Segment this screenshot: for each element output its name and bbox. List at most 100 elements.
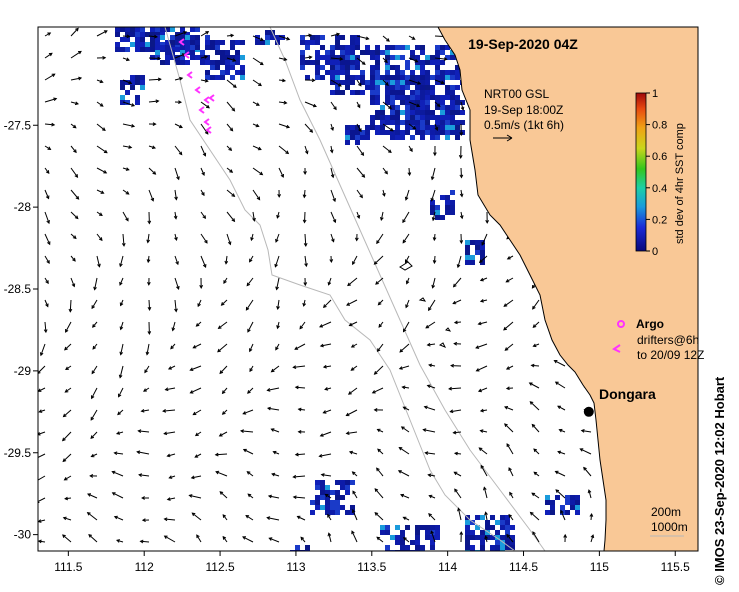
- current-vector-head: [347, 282, 351, 287]
- current-vector-head: [434, 126, 439, 131]
- current-vector-head: [98, 237, 103, 242]
- sst-cell: [440, 75, 445, 80]
- current-vector-head: [125, 191, 130, 195]
- sst-cell: [455, 125, 460, 130]
- sst-cell: [450, 200, 455, 205]
- current-vector-head: [146, 259, 151, 264]
- current-vector-head: [167, 366, 172, 370]
- sst-cell: [465, 250, 470, 255]
- sst-cell: [215, 50, 220, 55]
- current-vector-head: [221, 390, 226, 395]
- current-vector: [293, 365, 306, 368]
- sst-cell: [405, 125, 410, 130]
- current-vector-head: [299, 325, 304, 330]
- current-vector: [112, 492, 124, 499]
- current-vector-head: [168, 475, 173, 479]
- sst-cell: [240, 55, 245, 60]
- current-vector: [226, 57, 236, 62]
- current-vector-head: [479, 429, 484, 433]
- sst-cell: [345, 50, 350, 55]
- current-vector-head: [227, 241, 232, 246]
- current-vector: [378, 299, 384, 306]
- current-vector-head: [376, 240, 380, 245]
- sst-cell: [225, 55, 230, 60]
- sst-cell: [360, 135, 365, 140]
- sst-cell: [465, 530, 470, 535]
- current-vector-head: [322, 304, 327, 309]
- sst-cell: [415, 55, 420, 60]
- current-vector: [533, 448, 540, 455]
- current-vector-head: [222, 535, 227, 540]
- sst-cell: [390, 55, 395, 60]
- sst-cell: [435, 135, 440, 140]
- current-vector-head: [201, 192, 205, 197]
- x-tick-label: 114: [438, 560, 457, 574]
- sst-cell: [400, 130, 405, 135]
- sst-cell: [575, 505, 580, 510]
- sst-cell: [390, 120, 395, 125]
- current-vector-head: [163, 535, 168, 539]
- current-vector-head: [407, 172, 412, 177]
- sst-cell: [340, 50, 345, 55]
- sst-cell: [360, 80, 365, 85]
- sst-cell: [370, 70, 375, 75]
- sst-cell: [405, 100, 410, 105]
- sst-cell: [170, 40, 175, 45]
- current-vector-head: [529, 401, 534, 405]
- current-vector-head: [71, 283, 76, 288]
- current-vector-head: [361, 61, 366, 65]
- current-vector-head: [425, 324, 430, 329]
- current-vector: [374, 512, 384, 521]
- current-vector-head: [74, 101, 80, 106]
- sst-cell: [395, 75, 400, 80]
- sst-cell: [575, 495, 580, 500]
- current-vector-head: [202, 152, 207, 157]
- current-vector-head: [478, 259, 483, 264]
- current-vector: [293, 496, 306, 499]
- current-vector: [189, 494, 202, 499]
- sst-cell: [345, 140, 350, 145]
- sst-cell: [395, 85, 400, 90]
- current-vector-head: [400, 493, 405, 498]
- current-vector: [62, 453, 72, 462]
- sst-cell: [230, 75, 235, 80]
- place-marker[interactable]: [583, 406, 594, 417]
- sst-cell: [420, 125, 425, 130]
- sst-cell: [385, 130, 390, 135]
- current-vector-head: [373, 371, 378, 375]
- current-vector: [453, 431, 462, 434]
- current-vector: [226, 167, 233, 173]
- sst-cell: [470, 260, 475, 265]
- sst-cell: [410, 540, 415, 545]
- sst-cell: [440, 95, 445, 100]
- sst-cell: [420, 545, 425, 550]
- sst-cell: [220, 60, 225, 65]
- sst-cell: [330, 90, 335, 95]
- place-dongara[interactable]: Dongara: [583, 386, 656, 417]
- sst-cell: [135, 80, 140, 85]
- current-vector-head: [103, 30, 108, 34]
- sst-cell: [320, 505, 325, 510]
- sst-cell: [135, 95, 140, 100]
- sst-cell: [345, 135, 350, 140]
- sst-cell: [445, 85, 450, 90]
- sst-cell: [380, 120, 385, 125]
- current-vector: [271, 365, 280, 373]
- sst-cell: [415, 60, 420, 65]
- sst-cell: [350, 40, 355, 45]
- current-vector-head: [179, 76, 184, 81]
- current-vector: [325, 493, 332, 499]
- current-vector-head: [414, 58, 419, 63]
- sst-cell: [350, 60, 355, 65]
- current-vector: [374, 365, 384, 375]
- sst-cell: [460, 100, 465, 105]
- sst-cell: [415, 105, 420, 110]
- current-vector-head: [131, 124, 136, 128]
- current-vector: [424, 406, 436, 411]
- sst-cell: [400, 120, 405, 125]
- current-vector: [245, 515, 254, 521]
- current-vector-head: [303, 282, 308, 287]
- sst-cell: [330, 510, 335, 515]
- current-vector: [64, 475, 72, 481]
- current-vector-head: [322, 410, 327, 414]
